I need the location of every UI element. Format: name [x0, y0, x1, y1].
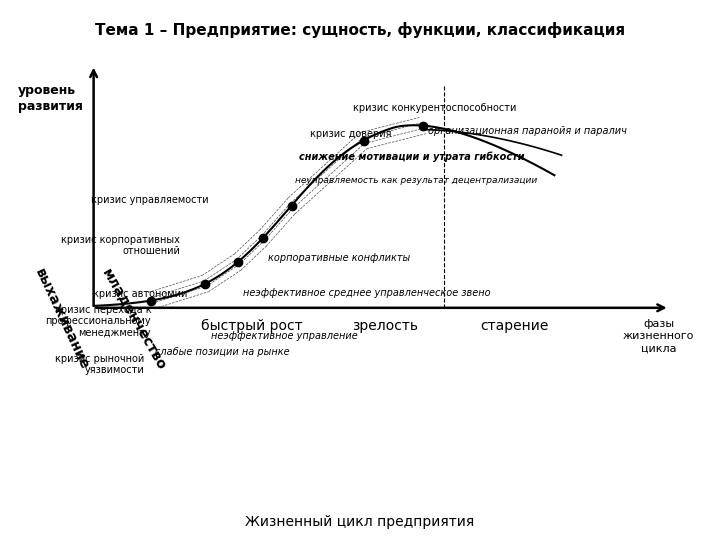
Text: кризис перехода к
профессиональному
менеджменту: кризис перехода к профессиональному мене…: [45, 305, 151, 338]
Text: фазы
жизненного
цикла: фазы жизненного цикла: [623, 319, 695, 353]
Text: младенчество: младенчество: [99, 266, 169, 373]
Text: кризис автономии: кризис автономии: [93, 289, 187, 299]
Text: выхаживание: выхаживание: [32, 266, 91, 372]
Text: Тема 1 – Предприятие: сущность, функции, классификация: Тема 1 – Предприятие: сущность, функции,…: [95, 22, 625, 38]
Text: неэффективное управление: неэффективное управление: [211, 331, 358, 341]
Text: развития: развития: [18, 100, 83, 113]
Text: кризис доверия: кризис доверия: [310, 129, 391, 139]
Text: уровень: уровень: [18, 84, 76, 97]
Text: кризис управляемости: кризис управляемости: [91, 195, 209, 205]
Text: слабые позиции на рынке: слабые позиции на рынке: [155, 347, 289, 357]
Text: неуправляемость как результат децентрализации: неуправляемость как результат децентрали…: [295, 177, 537, 185]
Text: неэффективное среднее управленческое звено: неэффективное среднее управленческое зве…: [243, 288, 490, 298]
Text: кризис рыночной
уязвимости: кризис рыночной уязвимости: [55, 354, 144, 375]
Text: корпоративные конфликты: корпоративные конфликты: [268, 253, 410, 262]
Text: снижение мотивации и утрата гибкости: снижение мотивации и утрата гибкости: [299, 152, 524, 162]
Text: старение: старение: [481, 319, 549, 333]
Text: организационная паранойя и паралич: организационная паранойя и паралич: [428, 126, 627, 136]
Text: Жизненный цикл предприятия: Жизненный цикл предприятия: [246, 515, 474, 529]
Text: кризис конкурентоспособности: кризис конкурентоспособности: [353, 103, 516, 113]
Text: быстрый рост: быстрый рост: [201, 319, 303, 333]
Text: зрелость: зрелость: [352, 319, 418, 333]
Text: кризис корпоративных
отношений: кризис корпоративных отношений: [61, 235, 180, 256]
